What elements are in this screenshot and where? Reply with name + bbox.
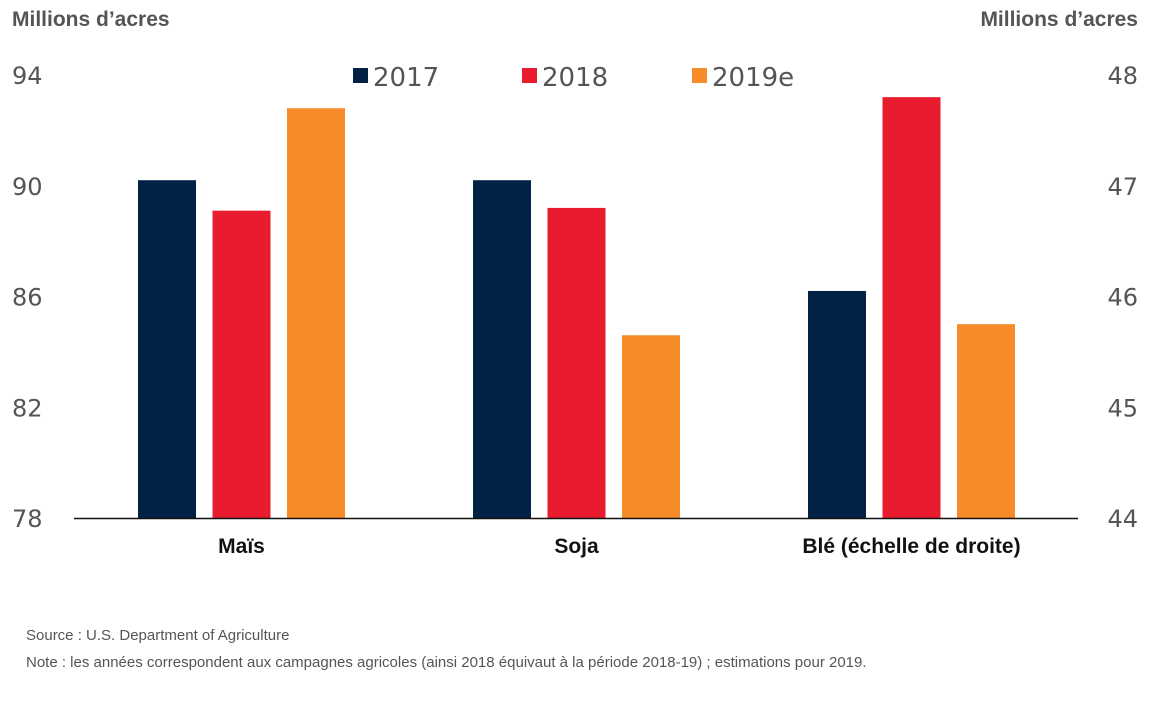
legend-label: 2018 xyxy=(542,63,608,93)
bar-2018-1 xyxy=(212,210,271,518)
left-tick-label: 86 xyxy=(12,284,43,312)
category-label: Blé (échelle de droite) xyxy=(802,535,1020,558)
right-tick-label: 48 xyxy=(1107,62,1138,90)
legend-swatch xyxy=(522,68,537,83)
bar-2018-3 xyxy=(882,97,941,519)
right-axis-ticks: 44 45 46 47 48 xyxy=(1107,62,1138,533)
bar-2017-3 xyxy=(808,290,866,518)
bar-2017-2 xyxy=(473,180,531,518)
left-tick-label: 94 xyxy=(12,62,43,90)
legend-label: 2019e xyxy=(712,63,794,93)
legend-swatch xyxy=(353,68,368,83)
left-tick-label: 82 xyxy=(12,394,43,422)
right-tick-label: 45 xyxy=(1107,394,1138,422)
left-axis-title: Millions d’acres xyxy=(12,8,170,31)
category-labels: Maïs Soja Blé (échelle de droite) xyxy=(218,535,1020,558)
bar-2019e-2 xyxy=(622,335,680,518)
legend: 2017 2018 2019e xyxy=(353,63,794,93)
bar-2019e-1 xyxy=(287,108,345,518)
right-tick-label: 44 xyxy=(1107,505,1138,533)
bars-group xyxy=(138,97,1015,519)
legend-swatch xyxy=(692,68,707,83)
legend-label: 2017 xyxy=(373,63,439,93)
left-tick-label: 78 xyxy=(12,505,43,533)
footer-note: Note : les années correspondent aux camp… xyxy=(26,654,867,671)
category-label: Soja xyxy=(554,535,599,558)
left-axis-ticks: 78 82 86 90 94 xyxy=(12,62,43,533)
right-tick-label: 47 xyxy=(1107,173,1138,201)
bar-chart: 78 82 86 90 94 44 45 46 47 48 Maïs Soja Blé (échel… xyxy=(12,62,1138,558)
bar-2019e-3 xyxy=(957,324,1015,518)
left-tick-label: 90 xyxy=(12,173,43,201)
category-label: Maïs xyxy=(218,535,265,558)
bar-2017-1 xyxy=(138,180,196,518)
footer-source: Source : U.S. Department of Agriculture xyxy=(26,627,290,644)
right-tick-label: 46 xyxy=(1107,284,1138,312)
bar-2018-2 xyxy=(547,207,606,518)
right-axis-title: Millions d’acres xyxy=(980,8,1138,31)
